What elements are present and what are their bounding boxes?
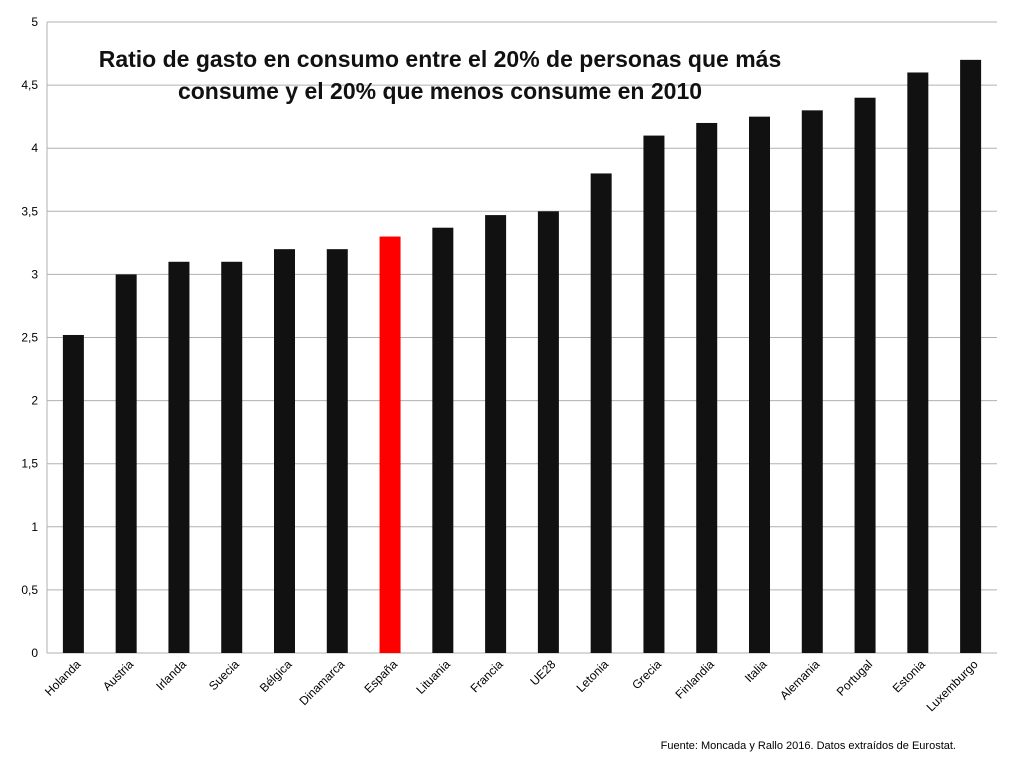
bar-12: [696, 122, 718, 653]
y-tick-label: 2: [31, 394, 38, 408]
y-tick-label: 3,5: [21, 204, 38, 218]
x-tick-label: Francia: [468, 657, 506, 695]
x-axis-tick-labels: Holanda Austria Irlanda Suecia Bélgica Dinama…: [42, 657, 981, 714]
bar-15: [854, 97, 876, 654]
bar-7: [432, 227, 454, 653]
bar-1: [115, 274, 137, 653]
bar-17: [960, 59, 982, 654]
x-tick-label: Holanda: [42, 657, 84, 699]
x-tick-label: Irlanda: [153, 657, 189, 693]
x-tick-label: Grecia: [629, 657, 664, 692]
bar-10: [590, 173, 612, 653]
y-tick-label: 3: [31, 267, 38, 281]
bar-0: [62, 334, 84, 653]
bar-5: [326, 249, 348, 653]
x-tick-label: Italia: [742, 657, 770, 685]
y-axis-tick-labels: 0 0,5 1 1,5 2 2,5 3 3,5 4 4,5 5: [21, 15, 38, 660]
x-tick-label: UE28: [527, 657, 558, 688]
x-tick-label: Alemania: [777, 657, 823, 703]
y-tick-label: 4: [31, 141, 38, 155]
x-tick-label: Bélgica: [257, 657, 295, 695]
source-note: Fuente: Moncada y Rallo 2016. Datos extr…: [660, 740, 956, 752]
bar-6: [379, 236, 401, 654]
x-tick-label: Estonia: [890, 657, 928, 695]
grid-lines: [46, 21, 997, 654]
bar-13: [749, 116, 770, 653]
bar-11: [643, 135, 665, 653]
y-tick-label: 0: [31, 646, 38, 660]
y-tick-label: 1,5: [21, 457, 38, 471]
x-tick-label: Finlandia: [673, 657, 718, 702]
bar-4: [274, 249, 295, 653]
x-tick-label: Lituania: [413, 657, 453, 697]
bar-16: [907, 72, 929, 654]
chart-title-line-1: Ratio de gasto en consumo entre el 20% d…: [98, 46, 782, 72]
x-tick-label: Letonia: [574, 657, 612, 695]
y-tick-label: 0,5: [21, 583, 38, 597]
chart-title-line-2: consume y el 20% que menos consume en 20…: [177, 78, 703, 104]
bar-2: [168, 261, 190, 653]
bar-3: [221, 261, 243, 653]
x-tick-label: Luxemburgo: [924, 657, 981, 714]
bars: [62, 59, 982, 654]
x-tick-label: España: [361, 657, 400, 696]
y-tick-label: 4,5: [21, 78, 38, 92]
y-tick-label: 2,5: [21, 331, 38, 345]
bar-9: [537, 211, 559, 654]
y-tick-label: 5: [31, 15, 38, 29]
bar-8: [485, 215, 507, 653]
x-tick-label: Suecia: [206, 657, 242, 693]
y-tick-label: 1: [31, 520, 38, 534]
x-tick-label: Portugal: [834, 657, 876, 699]
x-tick-label: Austria: [100, 657, 137, 694]
bar-14: [801, 110, 823, 654]
x-tick-label: Dinamarca: [296, 657, 347, 708]
